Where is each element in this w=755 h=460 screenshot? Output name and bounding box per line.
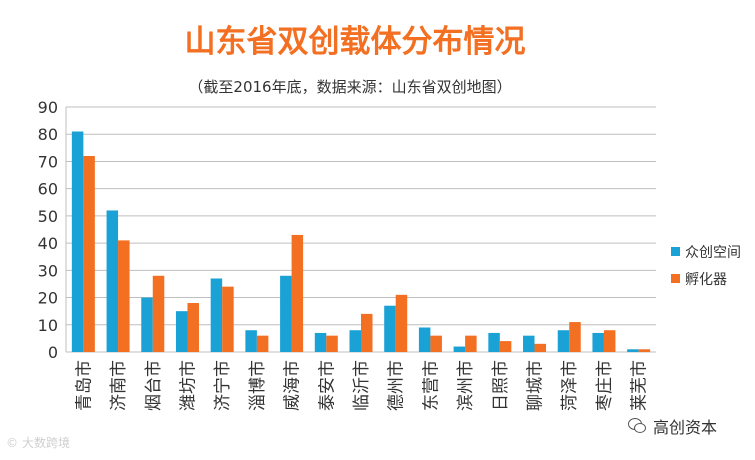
watermark-logo-icon: © <box>6 436 18 450</box>
bar-space <box>384 305 396 352</box>
x-tick-label: 东营市 <box>421 360 441 411</box>
bar-incubator <box>222 286 234 352</box>
y-tick-label: 20 <box>38 289 58 308</box>
y-tick-label: 50 <box>38 207 58 226</box>
x-tick-label: 烟台市 <box>144 360 164 411</box>
y-tick-label: 10 <box>38 316 58 335</box>
chart-title: 山东省双创载体分布情况 <box>185 24 526 60</box>
bar-incubator <box>638 349 651 352</box>
bar-space <box>627 349 639 352</box>
bar-incubator <box>118 240 130 352</box>
bar-incubator <box>187 303 199 352</box>
x-tick-label: 枣庄市 <box>595 360 615 411</box>
chart-subtitle: （截至2016年底，数据来源：山东省双创地图） <box>188 78 511 96</box>
legend-label: 众创空间 <box>685 245 741 261</box>
y-tick-label: 60 <box>38 180 58 199</box>
x-tick-label: 德州市 <box>387 360 407 411</box>
x-tick-label: 临沂市 <box>352 360 372 411</box>
bar-space <box>106 210 119 352</box>
x-tick-label: 青岛市 <box>74 360 94 411</box>
x-tick-label: 聊城市 <box>526 360 546 411</box>
x-tick-label: 滨州市 <box>456 360 476 411</box>
grid-lines <box>65 106 656 353</box>
bar-incubator <box>603 330 616 352</box>
x-tick-label: 淄博市 <box>248 360 268 411</box>
bar-space <box>418 327 431 352</box>
bar-incubator <box>256 335 269 352</box>
y-tick-label: 30 <box>38 261 58 280</box>
watermark-right-text: 高创资本 <box>653 418 718 437</box>
x-tick-label: 泰安市 <box>317 360 337 411</box>
bar-incubator <box>152 275 165 352</box>
y-axis-ticks: 0 10 20 30 40 50 60 70 80 90 <box>38 98 58 362</box>
bar-incubator <box>83 156 95 352</box>
bar-incubator <box>534 343 547 352</box>
watermark-left-text: 大数跨境 <box>22 436 71 450</box>
y-tick-label: 80 <box>38 125 58 144</box>
bar-space <box>349 330 361 352</box>
legend-swatch <box>671 274 680 283</box>
x-axis-labels: 青岛市 济南市 烟台市 潍坊市 济宁市 淄博市 威海市 泰安市 临沂市 德州市 东营市 滨州市 日照市聊… <box>74 360 649 411</box>
watermark-right: 高创资本 <box>628 414 717 438</box>
bar-space <box>523 335 535 352</box>
wechat-icon <box>628 418 646 434</box>
legend-swatch <box>671 247 680 256</box>
bar-incubator <box>569 322 581 352</box>
legend-label: 孵化器 <box>685 272 727 288</box>
bar-space <box>210 278 223 352</box>
y-tick-label: 70 <box>38 152 58 171</box>
bar-space <box>245 330 257 352</box>
y-tick-label: 0 <box>48 343 58 362</box>
x-tick-label: 威海市 <box>283 360 303 411</box>
x-tick-label: 日照市 <box>491 360 511 411</box>
bar-space <box>71 131 84 352</box>
bar-incubator <box>291 234 304 352</box>
bar-incubator <box>361 313 373 352</box>
watermark-left: © 大数跨境 <box>6 434 70 451</box>
x-tick-label: 济南市 <box>109 360 129 411</box>
bar-incubator <box>326 335 338 352</box>
bar-incubator <box>465 335 477 352</box>
bar-space <box>314 332 327 352</box>
bar-incubator <box>395 294 408 352</box>
x-tick-label: 济宁市 <box>213 360 233 411</box>
x-tick-label: 菏泽市 <box>560 360 580 411</box>
bar-space <box>557 330 570 352</box>
bar-space <box>488 332 500 352</box>
bar-space <box>453 346 466 352</box>
bar-incubator <box>499 341 512 352</box>
bar-space <box>141 297 153 352</box>
x-tick-label: 潍坊市 <box>178 360 198 411</box>
x-tick-label: 莱芜市 <box>630 360 650 411</box>
bar-incubator <box>430 335 442 352</box>
bars <box>71 131 651 352</box>
bar-space <box>592 332 604 352</box>
y-tick-label: 90 <box>38 98 58 117</box>
y-tick-label: 40 <box>38 234 58 253</box>
bar-space <box>175 311 188 352</box>
bar-space <box>280 275 292 352</box>
